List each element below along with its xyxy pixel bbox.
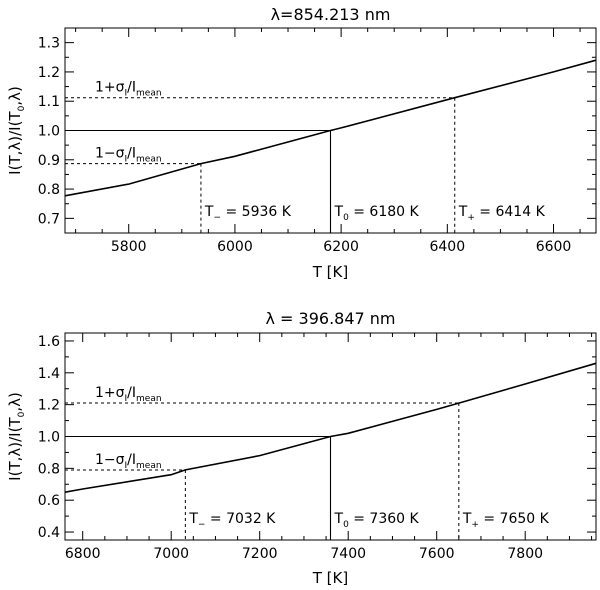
y-tick-label: 1.0 [38,124,60,140]
y-tick-label: 1.1 [38,94,60,110]
x-tick-label: 7200 [242,546,278,562]
upper-sigma-label: 1+σI/Imean [95,80,162,99]
y-tick-label: 0.8 [38,182,60,198]
y-tick-label: 1.2 [38,65,60,81]
t-plus-annotation-text: = 6414 K [475,204,546,220]
upper-sigma-label-subscript: mean [136,394,162,404]
t-minus-annotation-text: = 5936 K [221,204,292,220]
lower-sigma-label-text: 1−σ [95,146,125,162]
y-tick-label: 1.4 [38,366,60,382]
x-tick-label: 7400 [330,546,366,562]
t-minus-annotation-subscript: − [213,213,221,223]
y-tick-label: 1.6 [38,334,60,350]
lower-sigma-label: 1−σI/Imean [95,146,162,165]
t-zero-annotation-subscript: 0 [343,520,349,530]
t-plus-annotation-text: T [462,511,472,527]
x-tick-label: 7800 [507,546,543,562]
t-zero-annotation-text: = 7360 K [349,511,420,527]
t-plus-annotation-subscript: + [471,520,479,530]
upper-sigma-label-text: 1+σ [95,80,125,96]
y-axis-label: I(T,λ)/I(T0,λ) [6,392,27,481]
y-axis-label: I(T,λ)/I(T0,λ) [6,86,27,175]
chart-title: λ=854.213 nm [271,5,391,24]
y-tick-label: 0.8 [38,461,60,477]
t-plus-annotation: T+ = 6414 K [458,204,546,223]
chart-title: λ = 396.847 nm [265,309,395,328]
upper-sigma-label-subscript: mean [136,89,162,99]
upper-sigma-label-text: 1+σ [95,385,125,401]
t-minus-annotation-text: T [188,511,198,527]
lower-sigma-label-subscript: mean [136,155,162,165]
y-tick-label: 0.6 [38,493,60,509]
x-tick-label: 5800 [111,239,147,255]
lower-sigma-label-subscript: I [125,461,128,471]
x-axis-label: T [K] [312,263,348,281]
lower-sigma-label-text: 1−σ [95,452,125,468]
y-tick-label: 1.0 [38,430,60,446]
lower-sigma-label-subscript: I [125,155,128,165]
upper-sigma-label-text: /I [127,385,136,401]
t-minus-annotation: T− = 7032 K [188,511,276,530]
x-tick-label: 6600 [536,239,572,255]
x-axis-label: T [K] [312,569,348,587]
t-zero-annotation-subscript: 0 [343,213,349,223]
x-tick-label: 6000 [217,239,253,255]
y-tick-label: 0.7 [38,211,60,227]
y-tick-label: 1.2 [38,398,60,414]
y-tick-label: 0.9 [38,153,60,169]
lower-sigma-label-text: /I [127,452,136,468]
x-tick-label: 6200 [323,239,359,255]
upper-sigma-label: 1+σI/Imean [95,385,162,404]
t-minus-annotation-text: = 7032 K [205,511,276,527]
y-label-part: I(T,λ)/I(T [6,111,24,175]
lower-sigma-label: 1−σI/Imean [95,452,162,471]
upper-sigma-label-subscript: I [125,89,128,99]
t-minus-annotation: T− = 5936 K [204,204,292,223]
y-label-subscript: 0 [17,105,27,111]
t-minus-annotation-text: T [204,204,214,220]
y-label-part: ,λ) [6,392,24,412]
x-tick-label: 6800 [65,546,101,562]
t-plus-annotation-subscript: + [467,213,475,223]
t-minus-annotation-subscript: − [198,520,206,530]
upper-sigma-label-subscript: I [125,394,128,404]
y-tick-label: 1.3 [38,36,60,52]
chart-panel-2: λ = 396.847 nm 6800 7000 7200 7400 7600 7800 0.… [6,309,597,587]
t-zero-annotation: T0 = 6180 K [334,204,420,223]
y-label-part: ,λ) [6,86,24,106]
y-label-subscript: 0 [17,411,27,417]
x-tick-label: 7000 [153,546,189,562]
y-label-part: I(T,λ)/I(T [6,417,24,481]
t-zero-annotation-text: T [334,204,344,220]
upper-sigma-label-text: /I [127,80,136,96]
t-zero-annotation-text: T [334,511,344,527]
t-zero-annotation-text: = 6180 K [349,204,420,220]
x-tick-label: 6400 [429,239,465,255]
t-zero-annotation: T0 = 7360 K [334,511,420,530]
t-plus-annotation-text: T [458,204,468,220]
x-tick-label: 7600 [419,546,455,562]
t-plus-annotation: T+ = 7650 K [462,511,550,530]
lower-sigma-label-text: /I [127,146,136,162]
chart-panel-1: λ=854.213 nm 5800 6000 6200 6400 6600 0.7 0.8 0.… [6,5,597,281]
lower-sigma-label-subscript: mean [136,461,162,471]
t-plus-annotation-text: = 7650 K [479,511,550,527]
y-tick-label: 0.4 [38,525,60,541]
